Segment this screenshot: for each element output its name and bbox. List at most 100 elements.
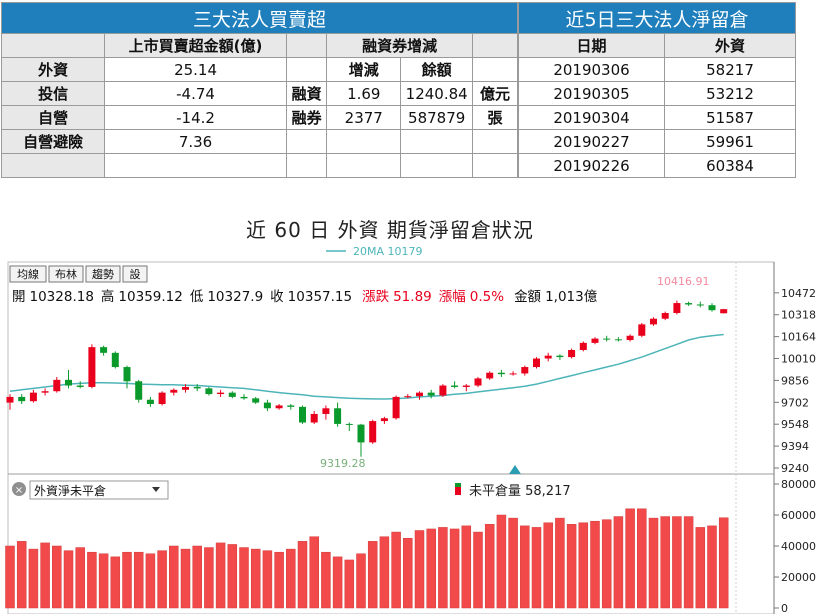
indicator-dropdown-value: 外資淨未平倉 — [34, 483, 106, 498]
margin-type-cell: 融券 — [285, 105, 328, 130]
settings-button[interactable] — [122, 265, 148, 283]
amount-value: 1,013億 — [545, 289, 598, 305]
ma20-line — [9, 333, 724, 400]
table-row: 20190227 59961 — [518, 129, 796, 154]
volume-tick-label: 80000 — [781, 478, 816, 491]
candle-body — [591, 338, 599, 343]
open-interest-bar — [110, 556, 121, 609]
min-price-label: 9319.28 — [320, 457, 366, 470]
price-tick-label: 9394 — [781, 440, 809, 453]
table-row — [0, 153, 518, 178]
candle-body — [556, 355, 564, 358]
date-cell: 20190305 — [518, 81, 665, 106]
table-row: 自營 -14.2 融券 2377 587879 張 — [0, 105, 518, 130]
open-interest-bar — [309, 536, 319, 609]
price-tick-label: 10472 — [781, 287, 816, 300]
settings-button-label: 設 — [130, 267, 141, 281]
candle-body — [310, 413, 318, 423]
amount-cell: 25.14 — [104, 57, 287, 82]
balance-cell: 1240.84 — [400, 81, 474, 106]
row-label: 投信 — [0, 81, 106, 106]
col-amount-header: 上市買賣超金額(億) — [104, 33, 287, 58]
open-interest-bar — [204, 547, 214, 609]
volume-tick-label: 60000 — [781, 509, 816, 522]
col-foreign-header: 外資 — [664, 33, 796, 58]
candle-body — [18, 396, 26, 402]
open-interest-bar — [473, 531, 483, 609]
open-interest-bar — [344, 559, 355, 609]
candle-body — [240, 396, 248, 399]
open-interest-bar — [16, 541, 27, 609]
open-interest-bar — [438, 527, 448, 609]
candle-body — [29, 392, 37, 402]
open-interest-bar — [133, 551, 144, 609]
candle-body — [6, 396, 14, 403]
open-interest-bar — [75, 547, 85, 609]
open-interest-bar — [40, 542, 50, 609]
value-cell: 60384 — [664, 153, 796, 178]
row-label: 外資 — [0, 57, 106, 82]
candle-body — [205, 388, 213, 395]
trend-button-label: 趨勢 — [92, 267, 114, 281]
open-interest-bar — [180, 548, 191, 609]
candle-body — [451, 385, 459, 387]
open-interest-bar — [87, 551, 97, 609]
volume-tick-label: 20000 — [781, 571, 816, 584]
close-value: 10357.15 — [288, 289, 352, 305]
table-row: 20190305 53212 — [518, 81, 796, 106]
value-cell: 51587 — [664, 105, 796, 130]
value-cell: 53212 — [664, 81, 796, 106]
price-tick-label: 10318 — [781, 309, 816, 322]
open-interest-bar — [672, 516, 682, 609]
change-cell: 1.69 — [326, 81, 402, 106]
table-row: 20190226 60384 — [518, 153, 796, 178]
price-tick-label: 10010 — [781, 353, 816, 366]
open-interest-bar — [718, 517, 729, 609]
open-interest-bar — [356, 553, 366, 609]
value-cell: 58217 — [664, 57, 796, 82]
bollinger-button[interactable] — [48, 265, 84, 283]
open-interest-bar — [367, 541, 378, 609]
candle-body — [638, 324, 646, 336]
open-interest-bar — [566, 524, 577, 609]
candle-body — [568, 349, 576, 358]
futures-chart: 20MA 10179 10472 10318 10164 10010 9856 9702 9… — [5, 245, 816, 614]
open-interest-bar — [449, 528, 460, 609]
candle-body — [673, 303, 681, 314]
date-cell: 20190227 — [518, 129, 665, 154]
candle-body — [720, 309, 728, 314]
ohlc-readout: 開 10328.18 高 10359.12 低 10327.9 收 10357.15 漲跌 51.… — [12, 288, 598, 305]
candle-body — [334, 408, 342, 424]
open-interest-bar — [578, 522, 589, 609]
candle-body — [427, 392, 435, 396]
candle-body — [685, 303, 693, 305]
open-interest-bar — [332, 556, 343, 609]
volume-tick-label: 0 — [781, 602, 788, 614]
open-interest-bar — [215, 542, 226, 609]
candle-body — [88, 347, 96, 387]
open-interest-bar — [98, 553, 109, 609]
col-balance-header: 餘額 — [400, 57, 474, 82]
close-icon[interactable] — [12, 482, 26, 496]
candle-body — [661, 313, 669, 319]
candle-body — [696, 304, 704, 306]
candle-body — [357, 424, 365, 443]
candles — [6, 300, 728, 457]
candle-body — [474, 378, 482, 386]
institutional-trading-table: 三大法人買賣超 上市買賣超金額(億) 融資券增減 外資 25.14 增減 餘額 … — [0, 2, 518, 178]
col-change-header: 增減 — [326, 57, 402, 82]
candle-body — [217, 392, 225, 395]
open-interest-bar — [192, 545, 202, 609]
high-label: 高 — [101, 288, 115, 305]
ma-button[interactable] — [9, 265, 47, 283]
trend-button[interactable] — [85, 265, 121, 283]
indicator-dropdown[interactable] — [29, 480, 169, 500]
tool-buttons: 均線 布林 趨勢 設 — [9, 265, 148, 283]
open-interest-bar — [601, 519, 612, 609]
bollinger-button-label: 布林 — [55, 267, 77, 281]
open-interest-bar — [543, 522, 553, 609]
date-cell: 20190226 — [518, 153, 665, 178]
candle-body — [275, 405, 283, 409]
close-label: 收 — [270, 289, 284, 305]
open-interest-bar — [555, 517, 565, 609]
